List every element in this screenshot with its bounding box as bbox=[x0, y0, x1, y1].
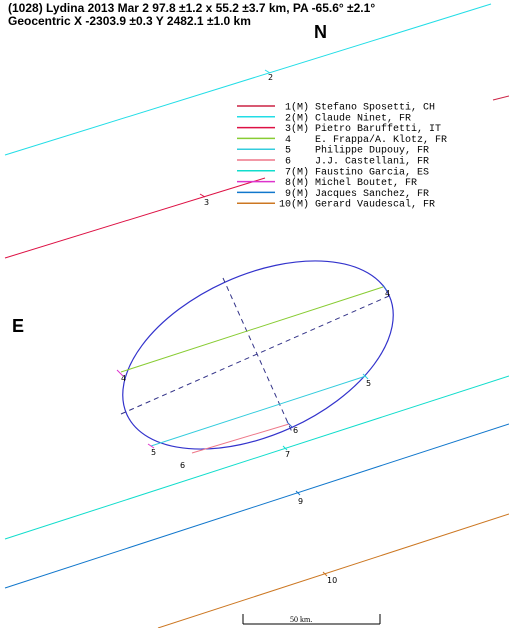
legend-entry-7: 7(M) Faustino Garcia, ES bbox=[279, 166, 429, 178]
chord-label-4b: 4 bbox=[385, 289, 390, 298]
tick-7 bbox=[282, 445, 288, 451]
chord-line-10 bbox=[157, 513, 509, 628]
event-title: (1028) Lydina 2013 Mar 2 97.8 ±1.2 x 55.… bbox=[8, 1, 376, 15]
tick-10 bbox=[322, 571, 328, 577]
legend-entry-8: 8(M) Michel Boutet, FR bbox=[279, 177, 417, 189]
chord-label-5a: 5 bbox=[151, 448, 156, 457]
geocentric-coordinates: Geocentric X -2303.9 ±0.3 Y 2482.1 ±1.0 … bbox=[8, 14, 251, 28]
chord-line-9 bbox=[4, 423, 509, 589]
chord-segment-6 bbox=[191, 423, 290, 454]
chord-label-9: 9 bbox=[298, 497, 303, 506]
tick-2 bbox=[264, 69, 271, 74]
chord-label-10: 10 bbox=[327, 576, 337, 585]
east-label: E bbox=[12, 316, 25, 336]
chord-label-2: 2 bbox=[268, 73, 273, 82]
chord-label-5b: 5 bbox=[366, 379, 371, 388]
legend: 1(M) Stefano Sposetti, CH 2(M) Claude Ni… bbox=[237, 102, 447, 211]
chord-label-6b: 6 bbox=[293, 426, 298, 435]
minor-axis bbox=[222, 277, 293, 433]
legend-entry-9: 9(M) Jacques Sanchez, FR bbox=[279, 188, 429, 200]
tick-4b bbox=[382, 284, 388, 292]
legend-entry-1: 1(M) Stefano Sposetti, CH bbox=[279, 102, 435, 114]
chord-label-3: 3 bbox=[204, 198, 209, 207]
chord-segment-5 bbox=[150, 375, 367, 447]
chord-label-7: 7 bbox=[285, 450, 290, 459]
tick-9 bbox=[295, 490, 301, 496]
chord-line-1 bbox=[492, 95, 509, 101]
chord-line-2 bbox=[4, 3, 492, 156]
chord-line-3 bbox=[4, 177, 266, 259]
major-axis bbox=[120, 295, 390, 415]
tick-4a bbox=[116, 369, 124, 377]
legend-entry-2: 2(M) Claude Ninet, FR bbox=[279, 112, 411, 124]
legend-entry-3: 3(M) Pietro Baruffetti, IT bbox=[279, 123, 441, 135]
legend-entry-10: 10(M) Gerard Vaudescal, FR bbox=[279, 199, 435, 211]
tick-5b bbox=[362, 373, 369, 380]
north-label: N bbox=[314, 22, 327, 42]
legend-entry-5: 5 Philippe Dupouy, FR bbox=[279, 145, 429, 157]
chord-segment-4 bbox=[120, 286, 384, 373]
scale-bar-label: 50 km. bbox=[290, 615, 312, 624]
chord-line-7 bbox=[4, 375, 509, 540]
chord-label-6a: 6 bbox=[180, 461, 185, 470]
scale-bar: 50 km. bbox=[242, 614, 381, 625]
tick-3 bbox=[199, 193, 206, 198]
legend-entry-6: 6 J.J. Castellani, FR bbox=[279, 156, 429, 168]
tick-5a bbox=[147, 443, 155, 449]
chord-label-4a: 4 bbox=[121, 374, 126, 383]
legend-entry-4: 4 E. Frappa/A. Klotz, FR bbox=[279, 134, 447, 146]
tick-6 bbox=[286, 421, 293, 428]
